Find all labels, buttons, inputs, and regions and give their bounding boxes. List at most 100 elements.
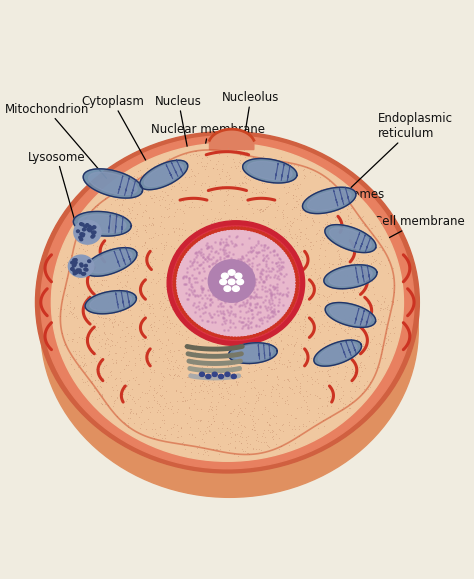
Point [255, 261, 262, 270]
Point [210, 273, 218, 282]
Point [158, 212, 165, 221]
Point [201, 298, 209, 307]
Point [337, 323, 345, 332]
Point [273, 263, 281, 273]
Point [204, 450, 212, 460]
Point [363, 269, 371, 278]
Point [228, 281, 236, 291]
Point [216, 237, 224, 247]
Point [123, 380, 131, 390]
Point [180, 341, 188, 350]
Point [194, 290, 202, 299]
Point [273, 401, 281, 410]
Point [335, 347, 342, 357]
Point [131, 398, 138, 407]
Point [91, 201, 99, 210]
Point [102, 276, 109, 285]
Point [228, 427, 236, 437]
Point [324, 233, 332, 242]
Point [371, 331, 378, 340]
Point [258, 222, 266, 232]
Point [376, 339, 383, 348]
Point [220, 196, 228, 205]
Point [301, 313, 309, 322]
Point [200, 393, 208, 402]
Point [108, 336, 116, 346]
Point [56, 286, 64, 295]
Point [343, 196, 350, 205]
Point [313, 288, 320, 297]
Point [221, 281, 229, 290]
Point [100, 374, 107, 383]
Point [254, 168, 262, 177]
Point [342, 339, 349, 349]
Point [164, 181, 172, 190]
Point [159, 372, 166, 381]
Point [201, 291, 209, 300]
Point [173, 433, 181, 442]
Point [337, 349, 344, 358]
Point [155, 381, 163, 390]
Point [73, 232, 80, 241]
Point [298, 251, 305, 261]
Ellipse shape [181, 309, 183, 311]
Point [205, 273, 212, 282]
Point [257, 320, 264, 329]
Point [224, 308, 232, 317]
Point [347, 219, 355, 228]
Point [139, 279, 147, 288]
Point [208, 285, 216, 295]
Point [227, 267, 234, 277]
Point [320, 259, 328, 269]
Point [306, 167, 314, 176]
Point [262, 376, 270, 386]
Point [294, 279, 302, 288]
Point [179, 273, 187, 282]
Point [233, 311, 240, 320]
Point [128, 384, 136, 393]
Point [203, 321, 211, 331]
Point [141, 252, 148, 262]
Point [199, 178, 206, 187]
Point [125, 305, 132, 314]
Point [261, 178, 268, 188]
Polygon shape [314, 340, 362, 366]
Point [164, 295, 172, 304]
Point [209, 217, 216, 226]
Point [161, 349, 168, 358]
Point [384, 301, 392, 310]
Point [252, 435, 259, 444]
Point [309, 201, 316, 211]
Point [237, 228, 245, 237]
Point [258, 288, 266, 298]
Point [146, 376, 153, 386]
Point [330, 185, 337, 195]
Point [237, 404, 244, 413]
Point [306, 237, 313, 247]
Point [94, 375, 102, 384]
Point [189, 233, 196, 243]
Point [301, 165, 308, 174]
Point [214, 423, 222, 433]
Text: Endoplasmic
reticulum: Endoplasmic reticulum [342, 112, 453, 196]
Point [308, 313, 316, 323]
Point [242, 298, 249, 307]
Point [228, 328, 236, 338]
Point [220, 325, 228, 335]
Point [235, 318, 243, 327]
Point [142, 259, 150, 269]
Ellipse shape [218, 335, 220, 337]
Point [183, 237, 191, 246]
Point [191, 176, 199, 185]
Point [273, 247, 281, 256]
Point [237, 327, 245, 336]
Point [88, 332, 96, 341]
Point [276, 269, 283, 278]
Point [119, 206, 127, 215]
Point [264, 320, 272, 329]
Point [358, 256, 366, 266]
Point [91, 216, 99, 225]
Point [190, 202, 198, 211]
Point [194, 338, 201, 347]
Point [217, 252, 224, 261]
